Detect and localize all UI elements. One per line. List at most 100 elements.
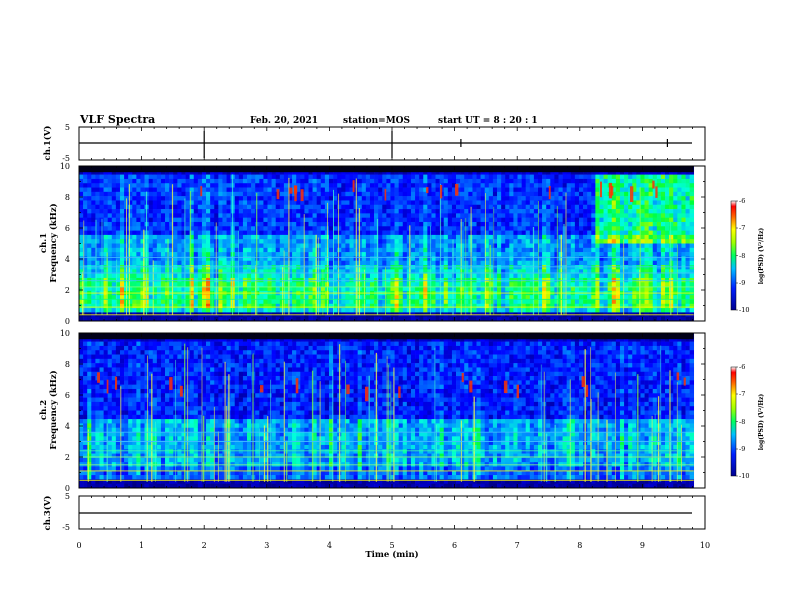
spectrogram-cell xyxy=(427,230,432,236)
spectrogram-cell xyxy=(410,178,416,184)
spectrogram-cell xyxy=(435,217,440,223)
spectrogram-cell xyxy=(476,183,481,188)
spectrogram-cell xyxy=(173,277,178,283)
spectrogram-cell xyxy=(288,308,293,313)
spectrogram-cell xyxy=(628,217,633,223)
spectrogram-cell xyxy=(624,178,629,184)
spectrogram-cell xyxy=(640,299,645,305)
spectrogram-cell xyxy=(566,170,572,175)
spectrogram-cell xyxy=(492,213,498,218)
spectrogram-cell xyxy=(95,226,100,231)
spectrogram-cell xyxy=(238,243,244,249)
spectrogram-cell xyxy=(247,239,252,244)
spectrogram-cell xyxy=(210,196,215,201)
spectrogram-cell xyxy=(247,243,252,249)
spectrogram-cell xyxy=(574,260,580,266)
spectrogram-cell xyxy=(460,316,465,322)
spectrogram-cell xyxy=(206,221,211,227)
spectrogram-cell xyxy=(484,187,490,193)
spectrogram-cell xyxy=(402,234,408,240)
spectrogram-cell xyxy=(337,239,342,244)
spectrogram-cell xyxy=(320,183,326,188)
spectrogram-cell xyxy=(415,316,420,322)
spectrogram-cell xyxy=(193,260,199,266)
spectrogram-cell xyxy=(316,316,322,322)
spectrogram-cell xyxy=(521,316,527,322)
spectrogram-cell xyxy=(152,170,158,175)
spectrogram-cell xyxy=(181,230,186,236)
spectrogram-cell xyxy=(312,247,317,253)
spectrogram-cell xyxy=(271,303,277,309)
spectrogram-cell xyxy=(361,226,367,231)
spectrogram-cell xyxy=(443,247,449,253)
spectrogram-cell xyxy=(128,170,133,175)
spectrogram-cell xyxy=(578,260,584,266)
spectrogram-cell xyxy=(456,243,461,249)
spectrogram-cell xyxy=(410,269,416,274)
spectrogram-cell xyxy=(583,265,588,270)
spectrogram-cell xyxy=(259,170,264,175)
spectrogram-cell xyxy=(619,230,625,236)
spectrogram-cell xyxy=(193,252,199,257)
spectrogram-cell xyxy=(570,200,576,206)
spectrogram-cell xyxy=(132,277,137,283)
spectrogram-cell xyxy=(378,303,383,309)
spectrogram-cell xyxy=(173,217,178,223)
spectrogram-cell xyxy=(341,221,346,227)
spectrogram-cell xyxy=(628,239,633,244)
spectrogram-cell xyxy=(341,217,346,223)
spectrogram-cell xyxy=(390,286,395,292)
spectrogram-cell xyxy=(439,221,445,227)
spectrogram-cell xyxy=(546,234,551,240)
spectrogram-cell xyxy=(476,209,481,214)
spectrogram-cell xyxy=(513,183,518,188)
spectrogram-cell xyxy=(374,295,379,300)
spectrogram-cell xyxy=(365,217,371,223)
spectrogram-cell xyxy=(640,303,645,309)
spectrogram-cell xyxy=(488,243,494,249)
spectrogram-cell xyxy=(492,217,498,223)
spectrogram-cell xyxy=(611,295,617,300)
spectrogram-cell xyxy=(566,174,572,180)
spectrogram-cell xyxy=(574,239,580,244)
spectrogram-cell xyxy=(611,256,617,262)
spectrogram-cell xyxy=(468,282,473,287)
spectrogram-cell xyxy=(632,170,637,175)
spectrogram-cell xyxy=(91,221,96,227)
spectrogram-cell xyxy=(595,170,600,175)
spectrogram-cell xyxy=(611,221,617,227)
spectrogram-cell xyxy=(324,183,330,188)
spectrogram-cell xyxy=(378,256,383,262)
spectrogram-cell xyxy=(103,174,108,180)
spectrogram-cell xyxy=(288,191,293,197)
spectrogram-cell xyxy=(242,217,248,223)
spectrogram-cell xyxy=(419,273,424,279)
spectrogram-cell xyxy=(538,174,543,180)
spectrogram-cell xyxy=(562,316,567,322)
spectrogram-cell xyxy=(222,273,227,279)
spectrogram-cell xyxy=(443,230,449,236)
spectrogram-cell xyxy=(525,200,531,206)
spectrogram-cell xyxy=(87,299,92,305)
spectrogram-cell xyxy=(308,256,313,262)
spectrogram-cell xyxy=(382,204,387,210)
spectrogram-cell xyxy=(259,191,264,197)
spectrogram-cell xyxy=(255,286,260,292)
spectrogram-cell xyxy=(251,303,256,309)
spectrogram-cell xyxy=(333,256,338,262)
spectrogram-cell xyxy=(214,217,219,223)
spectrogram-cell xyxy=(472,273,477,279)
spectrogram-cell xyxy=(181,213,186,218)
spectrogram-cell xyxy=(173,239,178,244)
spectrogram-cell xyxy=(177,303,182,309)
spectrogram-cell xyxy=(509,183,514,188)
spectrogram-cell xyxy=(554,230,559,236)
spectrogram-cell xyxy=(95,204,100,210)
spectrogram-cell xyxy=(275,234,281,240)
spectrogram-cell xyxy=(472,170,477,175)
spectrogram-cell xyxy=(497,286,502,292)
spectrogram-cell xyxy=(255,230,260,236)
spectrogram-cell xyxy=(369,239,375,244)
spectrogram-cell xyxy=(583,196,588,201)
spectrogram-cell xyxy=(562,277,567,283)
